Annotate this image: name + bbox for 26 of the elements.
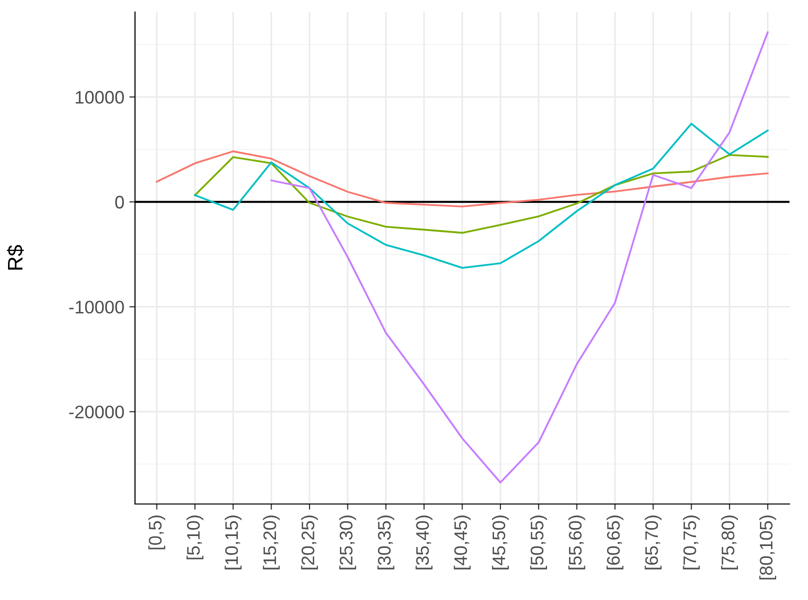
x-tick-label: [5,10) (186, 516, 204, 560)
y-tick-label: -20000 (69, 406, 124, 418)
x-tick-label: [75,80) (721, 516, 738, 570)
line-series (270, 31, 769, 484)
line-series (194, 154, 769, 234)
x-tick-label: [60,65) (606, 516, 624, 570)
x-tick-label: [65,70) (644, 516, 662, 570)
x-tick-label: [35,40) (416, 516, 432, 570)
x-tick-label: [40,45) (454, 516, 471, 570)
x-tick-label: [45,50) (492, 516, 509, 570)
x-tick-label: [25,30) (339, 516, 356, 570)
y-axis-title: R$ (6, 245, 24, 270)
x-tick-label: [0,5) (148, 516, 166, 550)
line-series (194, 122, 769, 269)
y-tick-label: -10000 (69, 300, 124, 314)
x-tick-label: [20,25) (301, 516, 318, 570)
x-tick-label: [80,105) (759, 516, 776, 580)
x-tick-label: [30,35) (377, 516, 394, 570)
x-tick-label: [50,55) (530, 516, 548, 570)
x-tick-label: [70,75) (682, 516, 700, 570)
x-tick-label: [15,20) (262, 516, 280, 570)
x-tick-label: [10,15) (224, 516, 242, 570)
y-tick-label: 0 (115, 196, 124, 209)
line-series (156, 150, 769, 208)
y-tick-label: 10000 (76, 90, 124, 104)
x-tick-label: [55,60) (568, 516, 586, 570)
